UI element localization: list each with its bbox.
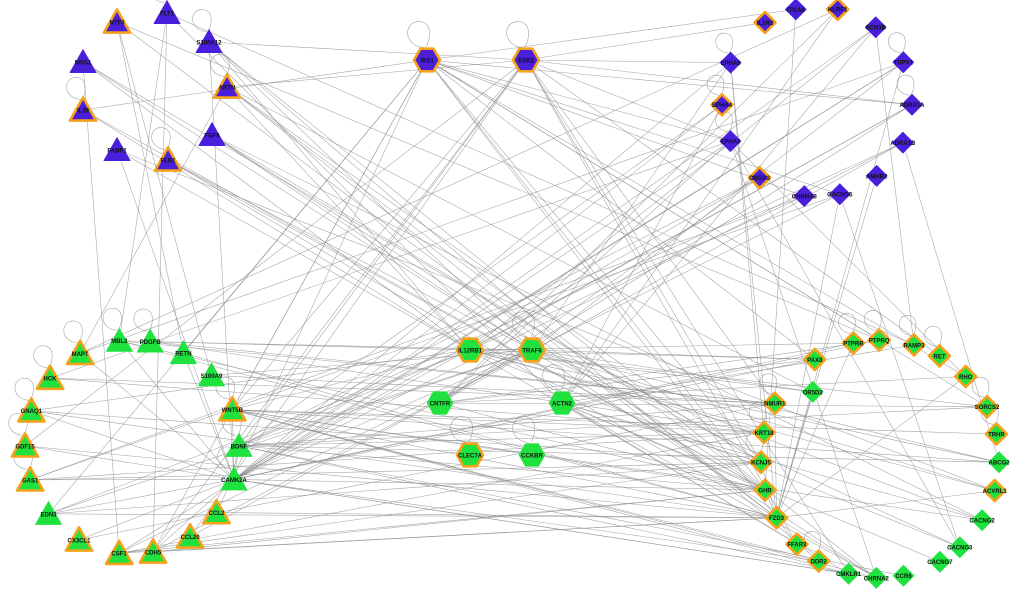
svg-text:ACTN2: ACTN2: [552, 401, 573, 407]
svg-text:OR5D2: OR5D2: [803, 390, 824, 396]
svg-text:CACNG2: CACNG2: [969, 519, 995, 525]
svg-text:CACNG3: CACNG3: [947, 546, 973, 552]
svg-text:ARTN: ARTN: [219, 85, 236, 91]
svg-text:FLT1: FLT1: [160, 11, 175, 17]
svg-text:CNGA3: CNGA3: [749, 176, 771, 182]
svg-text:PTPRQ: PTPRQ: [869, 338, 890, 344]
svg-text:FFAR3: FFAR3: [787, 543, 807, 549]
svg-text:CCKBR: CCKBR: [521, 453, 543, 459]
svg-text:FLK1: FLK1: [161, 158, 177, 164]
svg-text:HCK: HCK: [44, 377, 58, 383]
svg-text:GAS1: GAS1: [22, 478, 39, 484]
svg-text:CCR6: CCR6: [895, 574, 912, 580]
svg-text:BDNF: BDNF: [231, 444, 248, 450]
svg-text:CX3CL1: CX3CL1: [67, 538, 91, 544]
svg-text:CACNG5: CACNG5: [827, 193, 853, 199]
svg-text:CHRNA3: CHRNA3: [792, 195, 818, 201]
svg-text:SCN3B: SCN3B: [866, 26, 887, 32]
svg-text:CLEC7A: CLEC7A: [458, 453, 483, 459]
svg-text:IL20: IL20: [77, 108, 90, 114]
svg-text:GDF15: GDF15: [15, 444, 35, 450]
svg-text:ADRA1B: ADRA1B: [890, 141, 916, 147]
svg-text:IL1R2: IL1R2: [757, 21, 774, 27]
svg-text:ITGA8: ITGA8: [787, 8, 805, 14]
svg-text:ACVRL1: ACVRL1: [983, 489, 1008, 495]
svg-text:WNT5B: WNT5B: [222, 408, 244, 414]
svg-text:RHO: RHO: [959, 375, 973, 381]
svg-text:SORCS2: SORCS2: [975, 405, 1000, 411]
svg-text:TRAF6: TRAF6: [522, 348, 542, 354]
svg-text:CACNG7: CACNG7: [927, 560, 953, 566]
svg-text:AMHR2: AMHR2: [866, 174, 888, 180]
svg-text:IRS1: IRS1: [420, 58, 434, 64]
svg-text:PTPRB: PTPRB: [843, 341, 864, 347]
svg-text:EPHA3: EPHA3: [720, 140, 741, 146]
svg-text:FZD3: FZD3: [769, 516, 785, 522]
svg-text:EPHA4: EPHA4: [712, 103, 733, 109]
svg-text:MBL2: MBL2: [111, 339, 128, 345]
svg-text:FGF6: FGF6: [204, 133, 220, 139]
svg-text:S100A12: S100A12: [196, 40, 222, 46]
svg-text:PAX8: PAX8: [807, 358, 823, 364]
svg-text:CSF1: CSF1: [111, 552, 127, 558]
svg-text:KCNJ5: KCNJ5: [751, 461, 771, 467]
svg-text:EPHA5: EPHA5: [721, 61, 742, 67]
svg-text:CDH5: CDH5: [145, 550, 162, 556]
svg-text:PDGFB: PDGFB: [140, 340, 162, 346]
svg-text:KLRF1: KLRF1: [828, 8, 848, 14]
svg-text:ESR2: ESR2: [518, 58, 534, 64]
svg-text:CMKLR1: CMKLR1: [836, 572, 862, 578]
svg-text:IL12RB1: IL12RB1: [458, 348, 483, 354]
svg-text:RAMP3: RAMP3: [903, 343, 925, 349]
svg-text:RET: RET: [934, 354, 946, 360]
svg-text:EDN3: EDN3: [40, 512, 57, 518]
svg-text:NTF3: NTF3: [110, 20, 126, 26]
svg-text:CCL20: CCL20: [181, 535, 201, 541]
svg-text:S100A9: S100A9: [201, 374, 223, 380]
svg-text:RETN: RETN: [175, 352, 191, 358]
svg-text:CCL2: CCL2: [209, 511, 225, 517]
svg-text:CHRNA2: CHRNA2: [864, 576, 890, 582]
svg-text:MAPT: MAPT: [72, 352, 89, 358]
svg-text:CAMK2A: CAMK2A: [221, 478, 247, 484]
svg-text:DDR2: DDR2: [811, 559, 828, 565]
svg-text:NRG1: NRG1: [75, 60, 92, 66]
svg-text:FABP1: FABP1: [107, 148, 127, 154]
svg-text:ABCG2: ABCG2: [988, 461, 1010, 467]
svg-text:NMUR1: NMUR1: [764, 402, 786, 408]
svg-text:KRT18: KRT18: [754, 431, 774, 437]
svg-text:GNAQ1: GNAQ1: [21, 409, 43, 415]
svg-text:CNTFR: CNTFR: [430, 401, 451, 407]
svg-text:ADRA1A: ADRA1A: [899, 103, 925, 109]
svg-text:TRPV1: TRPV1: [894, 61, 914, 67]
svg-text:GHR: GHR: [758, 488, 772, 494]
svg-text:TRHR: TRHR: [988, 433, 1005, 439]
